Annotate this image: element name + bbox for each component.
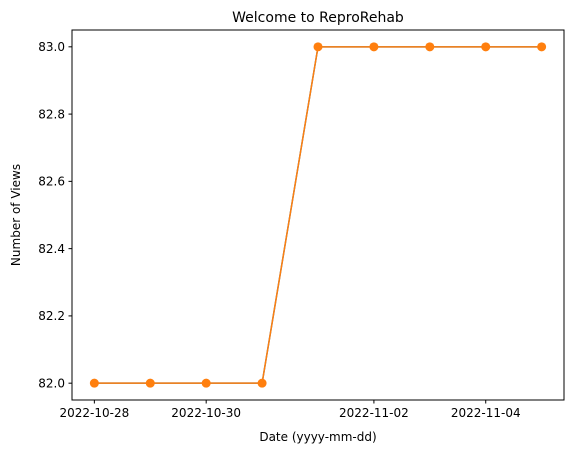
data-point <box>145 378 155 388</box>
x-tick-label: 2022-11-04 <box>451 406 521 420</box>
y-tick-label: 82.6 <box>38 175 65 189</box>
y-tick-label: 82.8 <box>38 107 65 121</box>
x-tick-label: 2022-10-28 <box>59 406 129 420</box>
data-point <box>537 42 547 52</box>
data-point <box>369 42 379 52</box>
x-axis-label: Date (yyyy-mm-dd) <box>259 430 376 444</box>
x-tick-label: 2022-11-02 <box>339 406 409 420</box>
data-point <box>481 42 491 52</box>
data-point <box>425 42 435 52</box>
data-point <box>313 42 323 52</box>
y-tick-label: 82.0 <box>38 376 65 390</box>
y-tick-label: 83.0 <box>38 40 65 54</box>
x-axis: 2022-10-28 2022-10-30 2022-11-02 2022-11-04 <box>59 400 521 420</box>
chart-title: Welcome to ReproRehab <box>232 10 404 26</box>
data-point <box>257 378 267 388</box>
y-axis: 82.0 82.2 82.4 82.6 82.8 83.0 <box>38 40 72 390</box>
plot-frame <box>71 29 565 401</box>
y-tick-label: 82.2 <box>38 309 65 323</box>
y-tick-label: 82.4 <box>38 242 65 256</box>
y-axis-label: Number of Views <box>9 164 23 266</box>
series-layer <box>89 42 547 388</box>
series-line-1 <box>94 46 542 384</box>
series-line-2 <box>94 46 542 384</box>
x-tick-label: 2022-10-30 <box>171 406 241 420</box>
data-point <box>201 378 211 388</box>
data-point <box>89 378 99 388</box>
